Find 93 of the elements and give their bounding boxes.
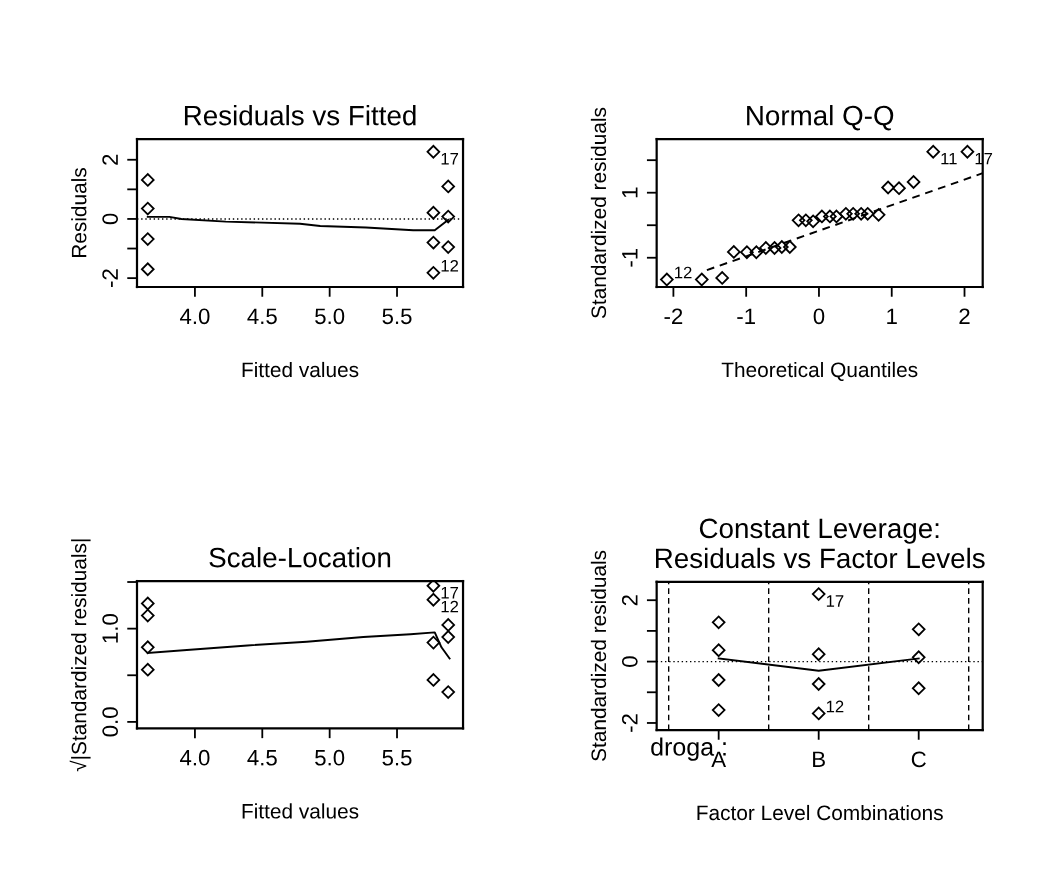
point [799,213,813,228]
point [829,209,844,224]
point [441,630,456,644]
y-axis-title: Residuals [71,168,87,258]
point [426,235,441,250]
x-axis-title: Fitted values [242,361,359,378]
y-tick-label: 2 [102,154,118,165]
point [749,245,764,260]
x-tick-label: 4.0 [179,308,210,325]
point [727,245,741,259]
point [426,205,441,220]
point [715,271,729,285]
chart-title: Constant Leverage: Residuals vs Factor Levels [656,518,985,569]
point [441,618,456,632]
point [140,608,155,623]
point [140,232,155,246]
y-tick-label: -1 [622,248,638,267]
x-tick-label: 0 [813,308,825,325]
point [871,208,886,222]
annotation: 12 [441,259,459,272]
point [806,214,820,229]
x-tick-label: 5.0 [315,308,345,325]
point [426,673,441,687]
point [860,207,875,221]
point [140,640,155,655]
x-tick-label: 4.5 [247,750,277,766]
point [694,272,709,287]
y-axis-title: Standardized residuals [590,550,607,761]
point [140,596,155,611]
chart-title: Scale-Location [209,547,391,568]
point [960,144,975,159]
point [140,201,155,216]
point [660,272,674,287]
annotation: 12 [441,600,459,613]
x-tick-label: 1 [887,308,897,324]
point [740,245,754,260]
x-tick-label: 5.5 [382,308,412,325]
point [791,213,806,228]
point [783,240,797,254]
annotation: 17 [441,586,459,599]
annotation: 17 [441,152,459,165]
point [759,241,773,255]
point [881,180,895,195]
x-tick-label: -2 [664,308,683,324]
point [441,685,456,699]
point [441,240,456,254]
point [140,662,155,677]
x-tick-label: 4.5 [247,308,277,325]
chart-title: Normal Q-Q [747,105,894,131]
point [839,207,853,221]
x-tick-label: C [911,751,926,768]
point [926,144,941,159]
y-tick-label: 0 [102,213,119,225]
point [426,635,441,650]
annotation: 12 [675,266,692,279]
point [426,592,441,607]
x-axis-title: Fitted values [242,803,359,819]
point [426,581,441,593]
point [906,175,921,189]
point [441,179,456,194]
point [815,209,829,224]
point [775,240,789,254]
annotation: 11 [941,152,957,165]
y-axis-title: Standardized residuals [590,107,607,319]
y-axis-title: √|Standardized residuals| [69,539,91,772]
point [767,241,782,255]
y-tick-label: 2 [621,595,638,606]
y-tick-label: 1.0 [102,614,119,643]
point [846,207,860,221]
x-axis-title: Factor Level Combinations [697,804,943,821]
y-tick-label: 0 [621,656,638,667]
y-tick-label: 1 [622,187,638,198]
point [854,207,868,221]
annotation: 12 [826,700,844,713]
point [441,209,456,224]
x-tick-label: -1 [737,308,755,324]
x-axis-title: Theoretical Quantiles [721,361,918,381]
x-tick-label: 2 [959,308,970,324]
y-tick-label: -2 [621,714,638,732]
chart-title: Residuals vs Fitted [184,105,416,126]
x-tick-label: 5.5 [382,750,412,766]
point [426,144,441,159]
point [892,181,906,195]
x-tick-label: B [813,751,825,767]
point [823,209,837,224]
x-tick-label: 5.0 [315,749,345,766]
annotation: 17 [826,595,844,607]
x-tick-label: 4.0 [179,749,210,766]
y-tick-label: 0.0 [102,707,119,737]
point [140,173,155,187]
y-tick-label: -2 [102,269,118,288]
point [140,262,155,277]
point [426,266,441,280]
